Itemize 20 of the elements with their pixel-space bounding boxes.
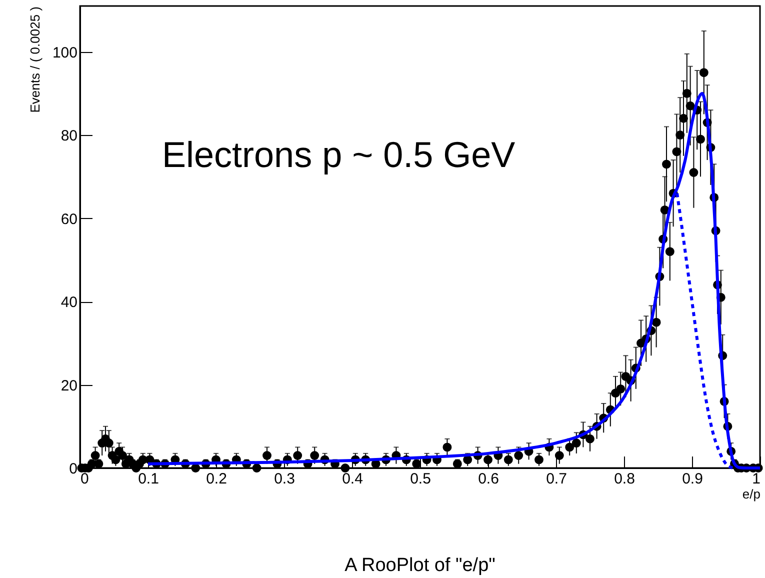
x-axis-title: e/p <box>742 486 760 502</box>
y-tick-label: 20 <box>60 377 78 394</box>
x-tick-label: 0.6 <box>478 470 499 488</box>
y-tick-label: 40 <box>60 294 78 312</box>
x-tick-label: 0.2 <box>206 470 227 488</box>
x-tick-label: 0.5 <box>410 470 431 488</box>
y-tick-label: 100 <box>52 44 78 62</box>
y-tick-label: 80 <box>60 128 78 145</box>
x-tick-label: 0.1 <box>138 470 159 488</box>
annotation: Electrons p ~ 0.5 GeV <box>162 134 516 175</box>
x-tick-label: 0 <box>80 470 89 488</box>
text: A RooPlot of "e/p" <box>344 555 496 576</box>
x-tick-label: 1 <box>752 470 760 488</box>
x-tick-label: 0.7 <box>546 470 567 488</box>
x-tick-label: 0.9 <box>682 470 703 488</box>
x-tick-label: 0.3 <box>274 470 295 488</box>
y-tick-label: 60 <box>60 210 78 228</box>
x-tick-label: 0.8 <box>614 470 635 488</box>
y-axis-title: Events / ( 0.0025 ) <box>27 6 42 113</box>
x-tick-label: 0.4 <box>342 470 363 488</box>
